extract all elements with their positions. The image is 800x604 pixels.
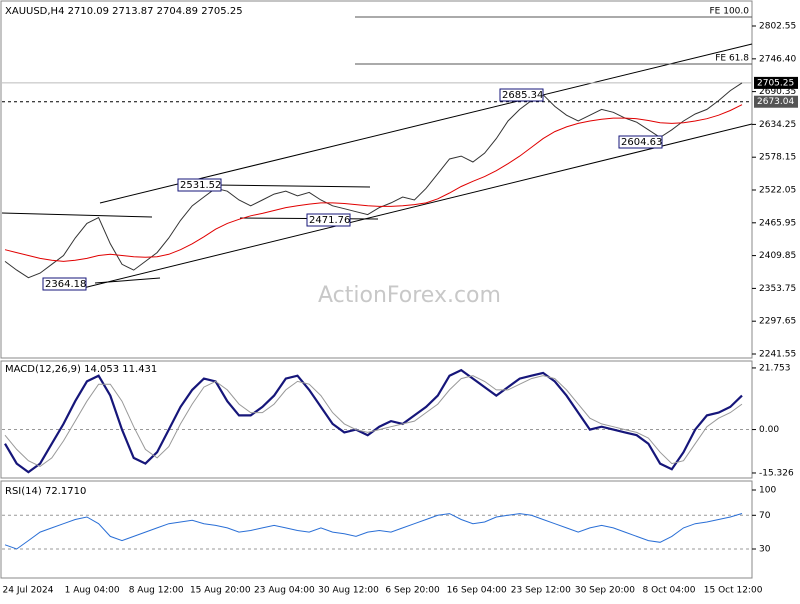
annotation: 2531.52 (180, 180, 221, 191)
level-box (754, 95, 798, 108)
annotation-box (618, 135, 663, 149)
x-tick-label: 23 Sep 12:00 (511, 586, 571, 596)
watermark: ActionForex.com (318, 283, 501, 308)
series-line (4, 368, 743, 474)
annotation-box (306, 213, 351, 227)
y-tick-label: 0.00 (759, 425, 779, 435)
x-tick-label: 16 Sep 04:00 (447, 586, 507, 596)
x-tick-label: 24 Jul 2024 (3, 586, 54, 596)
macd-frame (0, 360, 753, 479)
annotation: 2471.76 (309, 215, 350, 226)
y-tick-label: -15.326 (759, 468, 794, 478)
x-tick-label: 23 Aug 04:00 (254, 586, 315, 596)
annotation-box (42, 277, 87, 291)
y-tick-label: 21.753 (759, 363, 791, 373)
y-tick-label: 2465.95 (759, 218, 796, 228)
annotation-box (177, 178, 222, 192)
fe-label: FE 61.8 (715, 53, 749, 63)
series-line (4, 82, 743, 279)
y-tick-label: 2746.40 (759, 54, 796, 64)
annotation: 2604.63 (621, 137, 662, 148)
level-price-label: 2673.04 (757, 97, 794, 107)
trend-line (1, 212, 153, 218)
x-tick-label: 1 Aug 04:00 (65, 586, 120, 596)
rsi-frame (0, 480, 753, 579)
y-tick-label: 100 (759, 486, 776, 496)
trend-line (94, 277, 161, 284)
y-tick-label: 70 (759, 511, 771, 521)
annotation: 2685.34 (502, 90, 543, 101)
price-box (754, 76, 798, 89)
x-tick-label: 15 Oct 12:00 (704, 586, 763, 596)
x-tick-label: 15 Aug 20:00 (190, 586, 251, 596)
channel-lines (1, 43, 753, 291)
trend-line (214, 184, 371, 188)
series-line (4, 375, 743, 467)
trend-line (99, 43, 753, 204)
series-line (4, 513, 743, 550)
x-tick-label: 30 Aug 12:00 (318, 586, 379, 596)
y-tick-label: 2802.55 (759, 22, 796, 32)
chart-title: XAUUSD,H4 2710.09 2713.87 2704.89 2705.2… (5, 6, 243, 17)
y-tick-label: 2634.25 (759, 120, 796, 130)
y-tick-label: 2578.15 (759, 153, 796, 163)
x-tick-label: 6 Sep 20:00 (385, 586, 440, 596)
y-tick-label: 30 (759, 545, 771, 555)
annotation-box (499, 88, 544, 102)
y-tick-label: 2297.65 (759, 317, 796, 327)
y-tick-label: 2241.55 (759, 349, 796, 359)
series-line (4, 104, 743, 262)
current-price-label: 2705.25 (757, 78, 794, 88)
fe-label: FE 100.0 (710, 6, 750, 16)
annotation: 2364.18 (45, 279, 86, 290)
y-tick-label: 2409.85 (759, 251, 796, 261)
x-tick-label: 8 Oct 04:00 (643, 586, 696, 596)
trend-line (74, 123, 753, 291)
y-tick-label: 2353.75 (759, 284, 796, 294)
x-tick-label: 8 Aug 12:00 (129, 586, 184, 596)
macd-title: MACD(12,26,9) 14.053 11.431 (5, 364, 157, 375)
x-tick-label: 30 Sep 20:00 (575, 586, 635, 596)
y-tick-label: 2522.05 (759, 186, 796, 196)
rsi-title: RSI(14) 72.1710 (5, 486, 86, 497)
y-tick-label: 2690.35 (759, 87, 796, 97)
main-frame (0, 0, 753, 359)
